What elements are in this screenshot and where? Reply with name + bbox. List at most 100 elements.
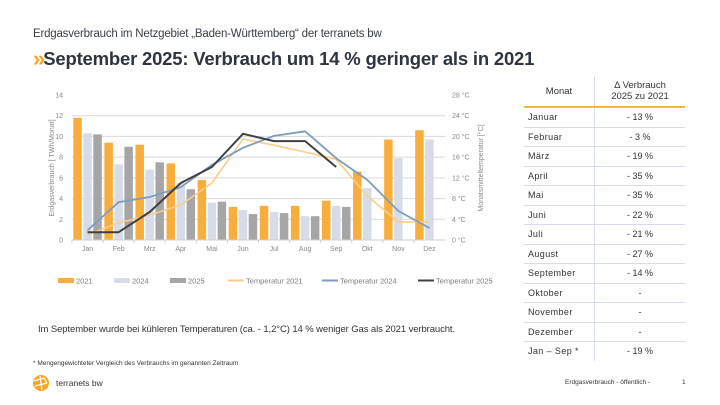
x-tick-label: Aug (299, 246, 312, 253)
bar-2024-Jan (83, 133, 92, 240)
month-cell: August (524, 244, 595, 264)
month-cell: April (524, 166, 595, 186)
delta-cell: - (594, 322, 685, 342)
footer-label: Erdgasverbrauch - öffentlich - (565, 379, 651, 386)
month-cell: März (524, 146, 595, 167)
company-logo: terranets bw (32, 374, 103, 392)
bar-2024-Aug (300, 216, 310, 240)
delta-cell: - 21 % (594, 224, 685, 245)
month-cell: Oktober (524, 283, 595, 303)
delta-cell: - 13 % (594, 107, 685, 128)
month-cell: Juli (524, 224, 595, 245)
bar-2021-Aug (290, 205, 300, 240)
y-tick-label: 6 (59, 175, 63, 182)
bar-2024-Dez (425, 139, 434, 240)
summary-note: Im September wurde bei kühleren Temperat… (38, 324, 455, 335)
bar-2024-Jun (238, 209, 248, 240)
bar-2025-Feb (124, 146, 133, 240)
bar-2021-Jun (228, 206, 238, 240)
x-tick-label: Mai (206, 246, 218, 253)
y-tick-label: 4 (59, 196, 63, 203)
table-row: November - (524, 302, 685, 323)
y2-tick-label: 8 °C (452, 195, 466, 203)
y2-tick-label: 0 °C (452, 237, 466, 245)
delta-cell: - 35 % (594, 185, 685, 206)
title-row: » September 2025: Verbrauch um 14 % geri… (33, 48, 534, 70)
y2-tick-label: 24 °C (452, 112, 470, 120)
bar-2021-Nov (384, 139, 393, 240)
month-cell: Jan – Sep * (524, 341, 595, 361)
table-row: Juli - 21 % (524, 224, 685, 245)
x-tick-label: Nov (392, 246, 405, 253)
legend-label: Temperatur 2025 (436, 277, 493, 286)
bar-2025-Sep (341, 206, 351, 240)
x-tick-label: Dez (423, 246, 436, 253)
table-row: Mai - 35 % (524, 185, 685, 206)
table-row: März - 19 % (524, 146, 685, 167)
y2-tick-label: 20 °C (452, 133, 470, 141)
x-tick-label: Jan (82, 246, 93, 253)
month-cell: Februar (524, 127, 595, 147)
chart-legend: 2021 2024 2025 Temperatur 2021 Temperatur 20… (58, 277, 493, 286)
page-subtitle: Erdgasverbrauch im Netzgebiet „Baden-Wür… (33, 28, 382, 40)
y2-tick-label: 12 °C (452, 174, 470, 182)
legend-swatch (170, 278, 186, 283)
delta-cell: - 3 % (594, 127, 685, 147)
table-row: Dezember - (524, 322, 685, 342)
table-header-delta: Δ Verbrauch 2025 zu 2021 (594, 76, 685, 108)
bar-2024-Mrz (145, 169, 154, 240)
x-tick-label: Mrz (144, 246, 156, 253)
table-row: Januar - 13 % (524, 107, 685, 128)
delta-cell: - 19 % (594, 146, 685, 167)
delta-cell: - (594, 302, 685, 323)
table-row: Februar - 3 % (524, 127, 685, 147)
legend-swatch (114, 278, 130, 283)
month-cell: Dezember (524, 322, 595, 342)
page-title: September 2025: Verbrauch um 14 % gering… (43, 48, 535, 69)
terranets-logo-icon (33, 375, 49, 391)
line-temperatur-2025 (87, 132, 337, 234)
x-tick-label: Okt (362, 246, 373, 253)
legend-label: 2025 (188, 277, 205, 286)
delta-cell: - 22 % (594, 205, 685, 225)
legend-label: Temperatur 2024 (340, 277, 397, 286)
y2-tick-label: 28 °C (452, 92, 470, 100)
footnote: * Mengengewichteter Vergleich des Verbra… (33, 360, 239, 367)
y-tick-label: 2 (59, 217, 63, 224)
month-cell: Juni (524, 205, 595, 225)
bar-2021-Jan (73, 117, 82, 240)
month-cell: November (524, 302, 595, 323)
page-number: 1 (682, 379, 686, 386)
legend-label: 2024 (132, 277, 149, 286)
bar-2021-Feb (104, 142, 113, 240)
line-temperatur-2024 (86, 130, 430, 231)
y-tick-label: 12 (55, 113, 63, 120)
delta-cell: - 27 % (594, 244, 685, 264)
month-cell: Januar (524, 107, 595, 128)
bar-2025-Jun (248, 214, 258, 240)
bar-2021-Okt (353, 171, 362, 240)
table-row: September - 14 % (524, 263, 685, 284)
y-axis-label: Erdgasverbrauch [ TWh/Monat] (49, 119, 56, 216)
table-row: Jan – Sep * - 19 % (524, 341, 685, 361)
bar-2021-Jul (259, 205, 269, 240)
bar-2024-Jul (269, 212, 279, 240)
bar-2024-Mai (207, 202, 217, 240)
table-body: Januar - 13 % Februar - 3 % März - 19 % April -… (524, 107, 685, 361)
table-row: April - 35 % (524, 166, 685, 186)
table-row: August - 27 % (524, 244, 685, 264)
x-tick-label: Apr (175, 246, 187, 253)
table-header-month: Monat (524, 76, 595, 108)
legend-label: Temperatur 2021 (246, 277, 303, 286)
y2-tick-label: 16 °C (452, 154, 470, 162)
legend-label: 2021 (76, 277, 93, 286)
bar-2021-Sep (321, 200, 331, 240)
delta-cell: - (594, 283, 685, 303)
delta-table: Monat Δ Verbrauch 2025 zu 2021 Januar - 1… (524, 76, 685, 361)
y2-tick-label: 4 °C (452, 216, 466, 224)
bar-2021-Apr (166, 163, 176, 240)
table-header-delta-line2: 2025 zu 2021 (611, 91, 669, 102)
bar-2024-Sep (331, 205, 341, 240)
bar-2021-Dez (415, 130, 424, 240)
